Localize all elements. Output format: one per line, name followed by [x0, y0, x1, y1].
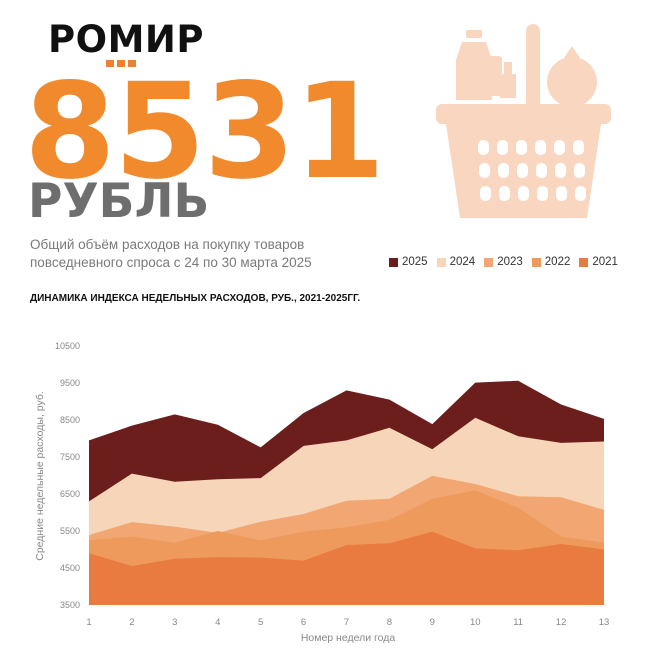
basket-hole [480, 186, 491, 201]
x-tick-label: 7 [344, 617, 349, 628]
basket-hole [497, 140, 508, 155]
x-tick-label: 13 [599, 617, 610, 628]
legend-swatch-2022 [531, 257, 541, 267]
x-tick-label: 11 [513, 617, 523, 628]
basket-hole [517, 163, 528, 178]
legend-item-2021: 2021 [579, 256, 618, 268]
area-series-2021 [89, 531, 604, 605]
logo-dots [106, 60, 136, 67]
legend-label-2021: 2021 [592, 256, 618, 268]
basket-hole [573, 140, 584, 155]
basket-hole [516, 140, 527, 155]
basket-hole [574, 163, 585, 178]
description: Общий объём расходов на покупку товаров … [30, 236, 312, 272]
legend-item-2025: 2025 [389, 256, 428, 268]
x-tick-label: 10 [470, 617, 481, 628]
y-tick-label: 10500 [55, 341, 80, 351]
y-tick-label: 5500 [60, 526, 80, 536]
x-tick-label: 1 [86, 617, 91, 628]
x-tick-label: 3 [172, 617, 177, 628]
logo-dot [128, 60, 136, 67]
legend-label-2025: 2025 [402, 256, 428, 268]
headline-unit: РУБЛЬ [28, 174, 210, 229]
legend-swatch-2025 [389, 257, 398, 267]
legend-item-2023: 2023 [484, 256, 523, 268]
y-tick-label: 3500 [60, 600, 80, 610]
basket-hole [499, 186, 510, 201]
chart-title: ДИНАМИКА ИНДЕКСА НЕДЕЛЬНЫХ РАСХОДОВ, РУБ… [30, 293, 361, 304]
y-tick-label: 7500 [60, 452, 80, 462]
legend-item-2022: 2022 [531, 256, 571, 268]
logo-dot [106, 60, 114, 67]
x-tick-label: 2 [129, 617, 134, 628]
x-tick-label: 6 [301, 617, 306, 628]
legend-swatch-2021 [579, 257, 589, 267]
basket-hole [479, 163, 490, 178]
y-tick-label: 9500 [60, 378, 80, 388]
legend-swatch-2024 [436, 257, 446, 267]
basket-hole [518, 186, 529, 201]
legend-label-2022: 2022 [544, 256, 571, 268]
basket-hole [556, 186, 567, 201]
romir-logo: РОМИР [48, 18, 204, 61]
legend-label-2023: 2023 [497, 256, 523, 268]
x-tick-label: 8 [387, 617, 392, 628]
basket-hole [537, 186, 548, 201]
basket-hole [535, 140, 546, 155]
legend-label-2024: 2024 [449, 256, 476, 268]
x-tick-label: 5 [258, 617, 263, 628]
description-line-2: повседневного спроса с 24 по 30 марта 20… [30, 255, 312, 270]
x-axis-label: Номер недели года [301, 632, 396, 644]
legend-item-2024: 2024 [436, 256, 476, 268]
basket-hole [554, 140, 565, 155]
shopping-basket-icon [436, 24, 611, 218]
y-tick-label: 8500 [60, 415, 80, 425]
x-tick-label: 4 [215, 617, 220, 628]
description-line-1: Общий объём расходов на покупку товаров [30, 237, 305, 252]
x-tick-label: 9 [430, 617, 435, 628]
basket-hole [536, 163, 547, 178]
basket-hole [555, 163, 566, 178]
y-axis-label: Средние недельные расходы, руб. [34, 391, 46, 561]
x-tick-label: 12 [556, 617, 567, 628]
basket-hole [575, 186, 586, 201]
basket-hole [478, 140, 489, 155]
headline-value: 8531 [24, 55, 385, 209]
legend-swatch-2023 [484, 257, 494, 267]
logo-dot [117, 60, 125, 67]
basket-hole [498, 163, 509, 178]
y-tick-label: 4500 [60, 563, 80, 573]
chart-legend: 2025 2024 2023 2022 2021 [389, 256, 618, 268]
y-tick-label: 6500 [60, 489, 80, 499]
